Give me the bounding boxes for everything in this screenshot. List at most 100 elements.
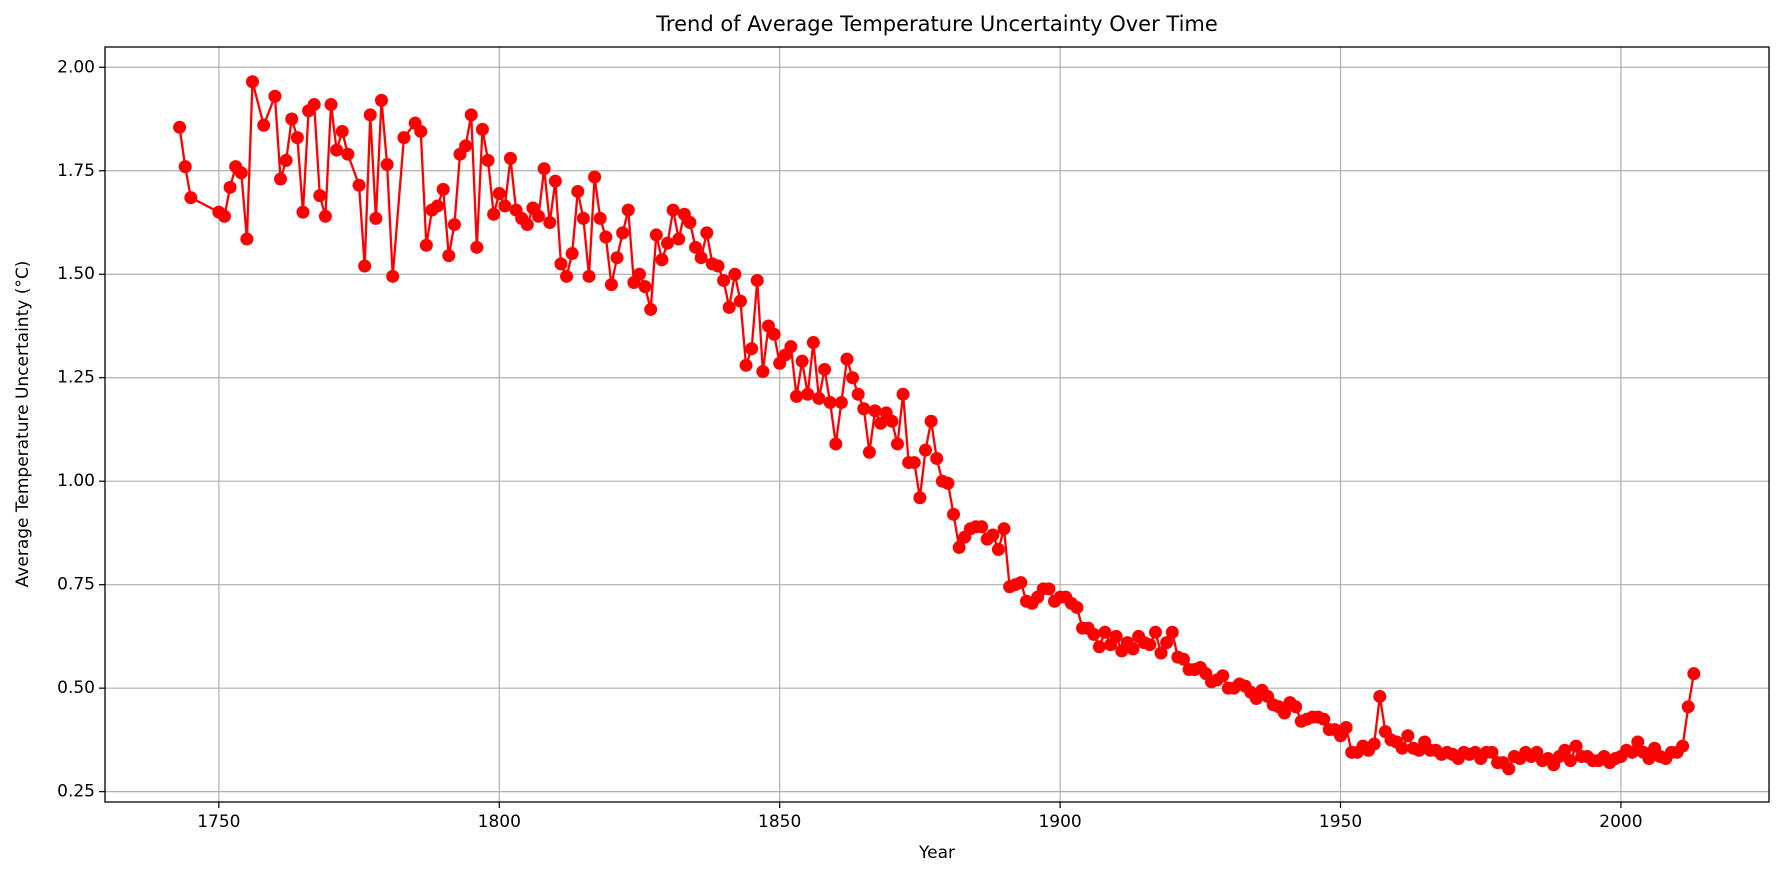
data-point (492, 187, 506, 201)
data-point (358, 259, 372, 273)
data-point (818, 362, 832, 376)
x-tick-label: 1850 (758, 812, 801, 832)
data-point (649, 228, 663, 242)
data-point (890, 437, 904, 451)
data-point (548, 174, 562, 188)
data-point (722, 300, 736, 314)
data-point (459, 139, 473, 153)
data-point (672, 232, 686, 246)
x-tick-label: 1750 (197, 812, 240, 832)
data-point (604, 278, 618, 292)
x-tick-label: 2000 (1599, 812, 1642, 832)
data-point (1148, 625, 1162, 639)
data-point (543, 216, 557, 230)
data-point (1676, 739, 1690, 753)
data-point (431, 199, 445, 213)
data-point (1176, 652, 1190, 666)
data-point (257, 118, 271, 132)
data-point (1289, 700, 1303, 714)
data-point (801, 387, 815, 401)
y-tick-label: 0.50 (57, 678, 95, 698)
data-point (414, 124, 428, 138)
data-point (1126, 642, 1140, 656)
data-point (924, 414, 938, 428)
data-point (173, 120, 187, 134)
data-point (1401, 729, 1415, 743)
data-point (874, 416, 888, 430)
data-point (184, 191, 198, 205)
data-point (1395, 741, 1409, 755)
data-point (644, 302, 658, 316)
data-point (442, 249, 456, 263)
data-point (1485, 745, 1499, 759)
data-point (593, 211, 607, 225)
data-point (610, 251, 624, 265)
data-point (245, 75, 259, 89)
data-point (739, 358, 753, 372)
data-point (1165, 625, 1179, 639)
y-tick-label: 1.75 (57, 161, 95, 181)
chart-title: Trend of Average Temperature Uncertainty… (655, 12, 1218, 36)
data-point (851, 387, 865, 401)
data-point (374, 93, 388, 107)
data-point (638, 280, 652, 294)
data-point (582, 269, 596, 283)
data-point (616, 226, 630, 240)
data-point (588, 170, 602, 184)
data-point (1087, 627, 1101, 641)
data-point (1367, 737, 1381, 751)
data-point (436, 182, 450, 196)
y-tick-label: 2.00 (57, 57, 95, 77)
data-point (947, 507, 961, 521)
data-point (784, 340, 798, 354)
data-point (1339, 720, 1353, 734)
y-tick-label: 0.25 (57, 782, 95, 802)
data-point (498, 199, 512, 213)
data-point (767, 327, 781, 341)
data-point (1109, 629, 1123, 643)
data-point (661, 236, 675, 250)
data-point (655, 253, 669, 267)
data-point (745, 342, 759, 356)
data-point (386, 269, 400, 283)
data-point (470, 240, 484, 254)
data-point (481, 153, 495, 167)
data-point (790, 389, 804, 403)
data-point (1160, 636, 1174, 650)
data-point (868, 404, 882, 418)
data-point (1014, 576, 1028, 590)
y-tick-label: 0.75 (57, 575, 95, 595)
data-point (919, 443, 933, 457)
data-point (1625, 745, 1639, 759)
data-point (296, 205, 310, 219)
data-point (991, 543, 1005, 557)
data-point (532, 209, 546, 223)
data-point (537, 162, 551, 176)
data-point (1631, 735, 1645, 749)
data-point (896, 387, 910, 401)
data-point (178, 160, 192, 174)
data-point (1373, 689, 1387, 703)
data-point (447, 218, 461, 232)
series-line (178, 81, 1695, 771)
data-point (834, 396, 848, 410)
data-point (621, 203, 635, 217)
data-point (520, 218, 534, 232)
data-point (1569, 739, 1583, 753)
data-point (1092, 640, 1106, 654)
y-tick-label: 1.00 (57, 471, 95, 491)
data-point (1317, 712, 1331, 726)
data-point (223, 180, 237, 194)
data-point (554, 257, 568, 271)
data-point (857, 402, 871, 416)
data-point (717, 273, 731, 287)
data-point (313, 189, 327, 203)
data-point (1563, 754, 1577, 768)
data-point (907, 456, 921, 470)
data-point (268, 89, 282, 103)
data-point (217, 209, 231, 223)
x-tick-label: 1800 (478, 812, 521, 832)
data-point (930, 451, 944, 465)
data-point (1216, 669, 1230, 683)
x-tick-label: 1950 (1319, 812, 1362, 832)
